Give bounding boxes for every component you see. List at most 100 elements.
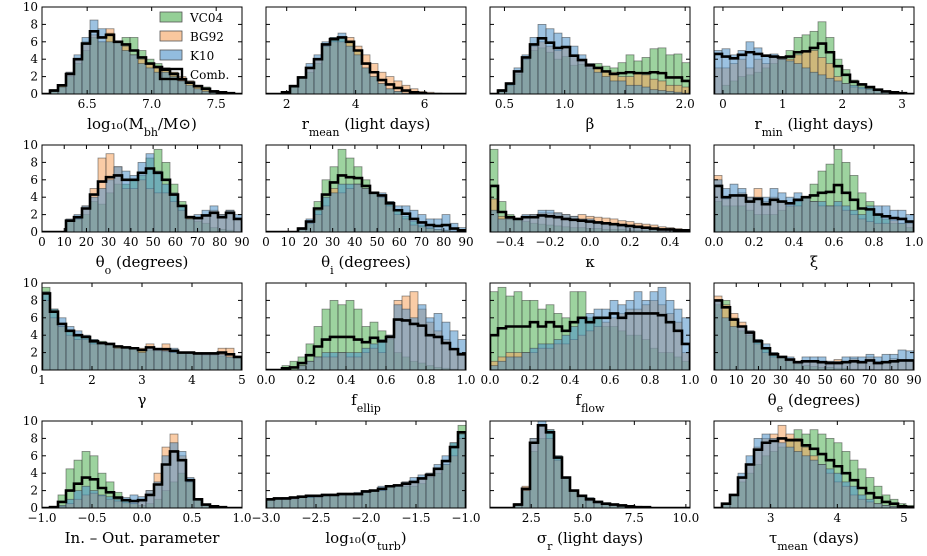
xtick-label: 5.0 (573, 511, 592, 525)
bar-k10-10 (345, 45, 355, 94)
bar-k10-15 (385, 88, 395, 94)
bar-k10-14 (377, 339, 387, 370)
bar-k10-13 (817, 201, 827, 232)
xtick-label: 3 (898, 97, 906, 111)
panel-3: 0.5 1.0 1.5 2.0 β (489, 6, 695, 133)
bar-k10-18 (185, 352, 195, 370)
bar-k10-11 (353, 183, 363, 232)
xtick-label: 0 (38, 235, 46, 249)
legend-label: K10 (190, 49, 214, 63)
xtick-label: −0.2 (535, 235, 564, 249)
comb-outline (42, 30, 242, 94)
legend-label: VC04 (189, 11, 223, 25)
xtick-label: 30 (325, 235, 340, 249)
ytick-label: 0 (30, 87, 38, 101)
comb-outline (714, 299, 914, 370)
xtick-label: 10 (281, 235, 296, 249)
axis-frame (489, 282, 691, 371)
bar-k10-17 (625, 84, 635, 94)
axis-frame (489, 6, 691, 95)
xtick-label: 0.0 (256, 373, 275, 387)
bar-k10-12 (809, 71, 819, 94)
xlabel: γ (138, 391, 147, 409)
legend-swatch-comb (158, 67, 184, 81)
bar-k10-4 (745, 41, 755, 94)
ytick-label: 6 (30, 311, 38, 325)
ytick-label: 8 (30, 431, 38, 445)
xtick-label: 80 (436, 235, 451, 249)
bar-k10-14 (825, 205, 835, 232)
comb-outline (266, 431, 466, 508)
bar-k10-17 (849, 84, 859, 94)
bar-k10-8 (105, 179, 115, 232)
comb-outline (490, 312, 690, 370)
xlabel: σr (light days) (537, 529, 643, 553)
ytick-label: 10 (23, 138, 38, 152)
xlabel: fflow (576, 391, 606, 415)
xtick-label: 60 (168, 235, 183, 249)
xtick-label: 4 (834, 511, 842, 525)
bar-k10-7 (321, 352, 331, 370)
bar-k10-11 (129, 175, 139, 232)
xtick-label: 7.5 (207, 97, 226, 111)
xtick-label: −1.5 (401, 511, 430, 525)
bar-k10-7 (97, 343, 107, 370)
bar-k10-10 (793, 63, 803, 94)
xtick-label: 90 (234, 235, 249, 249)
bar-k10-12 (809, 356, 819, 370)
xtick-label: 7.5 (625, 511, 644, 525)
xtick-label: −0.5 (77, 511, 106, 525)
xtick-label: 0.5 (495, 97, 514, 111)
bar-k10-19 (193, 352, 203, 370)
bar-k10-19 (641, 86, 651, 94)
xtick-label: 5 (900, 511, 908, 525)
axis-frame (265, 282, 467, 371)
bar-k10-21 (209, 352, 219, 370)
bar-k10-7 (97, 494, 107, 508)
xtick-label: 20 (79, 235, 94, 249)
xtick-label: 0 (719, 97, 727, 111)
bar-k10-10 (345, 494, 355, 508)
bar-k10-18 (857, 214, 867, 232)
bar-k10-1 (497, 218, 507, 232)
xtick-label: 0.0 (132, 511, 151, 525)
xlabel: κ (585, 253, 595, 271)
legend-label: Comb. (190, 68, 229, 82)
bar-k10-8 (777, 58, 787, 94)
axis-frame (265, 144, 467, 233)
bar-k10-7 (769, 437, 779, 508)
panel-13: 0 2 4 6 8 10 −1.0 −0.5 0.0 0.5 1.0 In. – Out. param… (23, 414, 252, 547)
bar-k10-6 (313, 356, 323, 370)
xtick-label: 1.0 (232, 511, 251, 525)
bar-k10-11 (577, 317, 587, 370)
bar-k10-22 (217, 353, 227, 370)
bar-k10-2 (729, 183, 739, 232)
ytick-label: 10 (23, 0, 38, 14)
ytick-label: 4 (30, 466, 38, 480)
axis-frame (265, 6, 467, 95)
bar-k10-13 (817, 74, 827, 94)
bar-k10-17 (849, 485, 859, 508)
xtick-label: 0.2 (744, 235, 763, 249)
xtick-label: 60 (840, 373, 855, 387)
bar-k10-16 (841, 83, 851, 94)
ytick-label: 6 (30, 449, 38, 463)
bar-k10-13 (145, 67, 155, 94)
comb-outline (42, 450, 242, 508)
xtick-label: 40 (123, 235, 138, 249)
bar-k10-21 (657, 90, 667, 94)
comb-outline (490, 424, 690, 508)
bar-k10-12 (361, 347, 371, 370)
series-k10 (42, 291, 242, 370)
bar-k10-1 (497, 360, 507, 370)
xtick-label: 20 (751, 373, 766, 387)
series-k10 (49, 19, 227, 94)
xtick-label: 0.0 (480, 373, 499, 387)
bar-k10-7 (769, 53, 779, 94)
xtick-label: 4 (352, 97, 360, 111)
xtick-label: −1.0 (27, 511, 56, 525)
bar-k10-5 (81, 485, 91, 508)
bar-k10-8 (105, 41, 115, 94)
xtick-label: 0.6 (824, 235, 843, 249)
